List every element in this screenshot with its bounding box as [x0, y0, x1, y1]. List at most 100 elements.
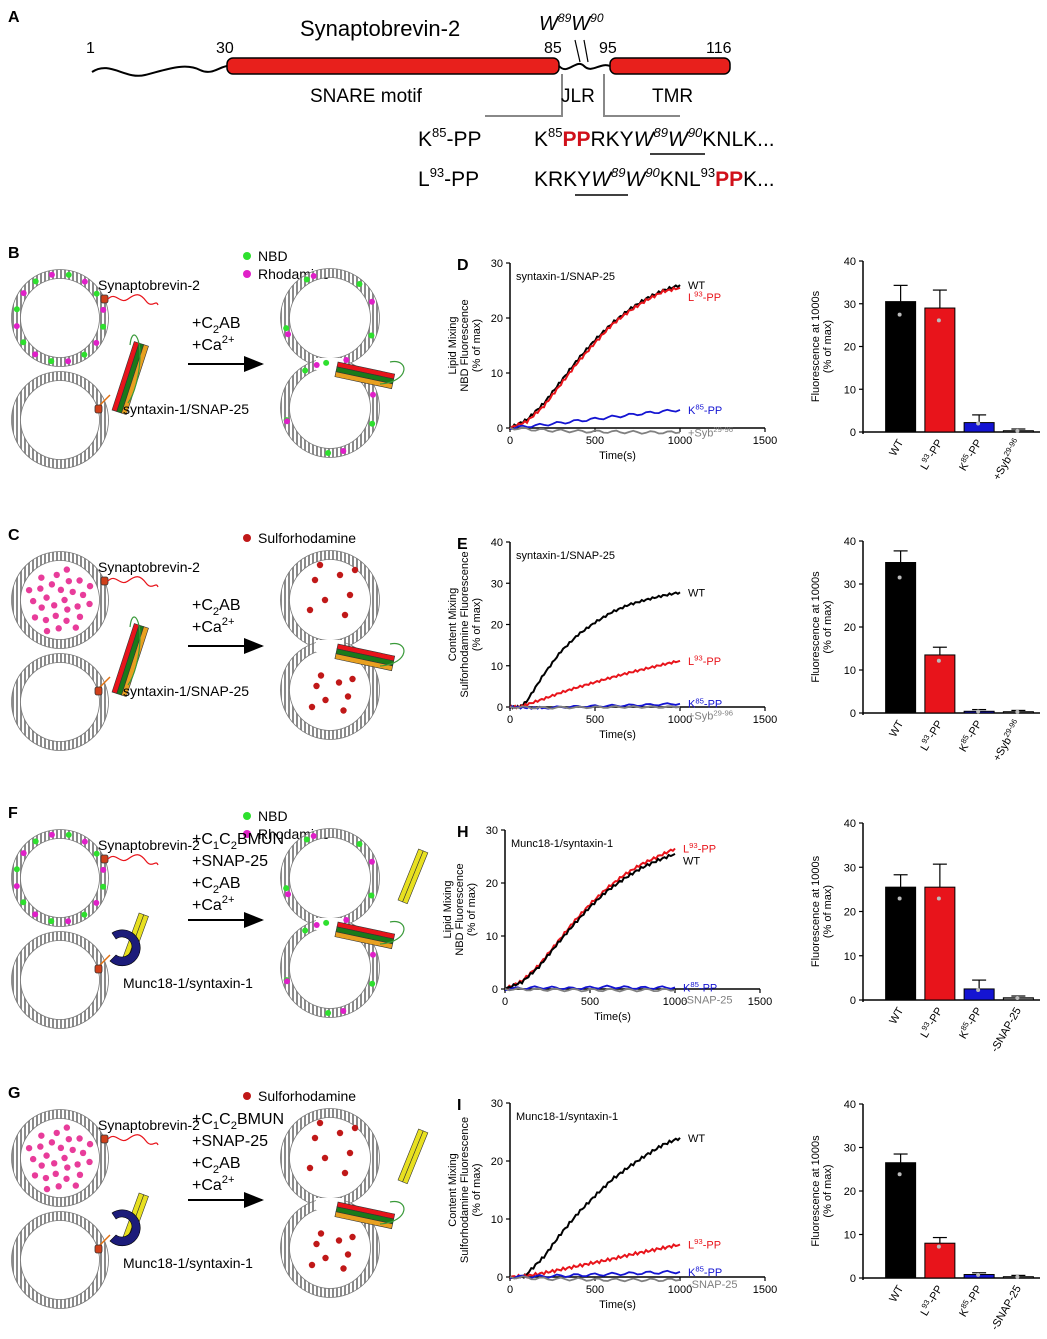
replicate-dot: [936, 1244, 941, 1249]
x-tick-label: 1000: [668, 1284, 692, 1296]
step-label: +SNAP-25: [192, 853, 268, 870]
sulforhodamine-dot: [308, 1261, 316, 1269]
sulforhodamine-dot: [346, 1149, 354, 1157]
step-label: +C1C2BMUN: [192, 831, 284, 852]
nbd-dot: [65, 271, 72, 278]
sulforhodamine-dot: [313, 682, 320, 690]
syntaxin-tmr: [94, 404, 103, 414]
series-label-ctrl: -SNAP-25: [683, 994, 733, 1006]
synaptobrevin-label: Synaptobrevin-2: [98, 277, 200, 293]
rhodamine-dot: [284, 418, 291, 425]
target-membrane-inner: [20, 380, 100, 460]
target-membrane-outer: [11, 653, 109, 751]
y-tick-label: 20: [491, 313, 503, 325]
x-tick-label: 500: [586, 435, 604, 447]
legend-dot-sulforhodamine: [243, 534, 251, 542]
rhodamine-dot: [340, 1007, 347, 1014]
fused-snare-bundle-helix: [334, 931, 394, 950]
x-tick-label: 1000: [668, 435, 692, 447]
rhodamine-dot: [13, 883, 20, 890]
legend-label-nbd: NBD: [258, 808, 288, 824]
series-line-l93: [509, 659, 681, 710]
category-label-l93: L93-PP: [916, 436, 945, 472]
rhodamine-dot: [285, 891, 292, 898]
rhodamine-dot: [81, 838, 88, 845]
y-tick-label: 10: [844, 951, 856, 963]
x-tick-label: 500: [581, 996, 599, 1008]
sulforhodamine-dot: [55, 625, 62, 632]
position-30: 30: [216, 40, 234, 57]
category-label-wt: WT: [887, 437, 906, 458]
rhodamine-dot: [368, 858, 375, 865]
series-line-k85: [509, 408, 681, 430]
fused-upper-membrane-inner: [289, 559, 371, 641]
target-membrane: [11, 371, 109, 469]
sulforhodamine-dot: [86, 582, 94, 590]
rhodamine-dot: [100, 306, 107, 313]
replicate-dot: [897, 312, 902, 317]
synaptobrevin-tmr: [100, 576, 109, 586]
syntaxin-tmr: [94, 1244, 103, 1254]
sulforhodamine-dot: [336, 571, 344, 579]
y-axis-label: Content MixingSulforhodamine Fluorescenc…: [447, 1117, 483, 1263]
vesicle-membrane: [11, 1109, 109, 1207]
series-line-l93: [509, 286, 681, 430]
replicate-dot: [897, 575, 902, 580]
replicate-dot: [936, 896, 941, 901]
replicate-dot: [1015, 428, 1020, 433]
w89-w90-label: W89W90: [539, 11, 604, 35]
synaptobrevin-tail: [107, 576, 159, 588]
nbd-dot: [302, 367, 309, 374]
step-label: +C2AB: [192, 1155, 240, 1176]
sulforhodamine-dot: [79, 1149, 87, 1157]
category-label-k85: K85-PP: [955, 1282, 985, 1319]
synaptobrevin-label: Synaptobrevin-2: [98, 1117, 200, 1133]
rhodamine-dot: [13, 323, 20, 330]
sulforhodamine-dot: [322, 1254, 329, 1262]
y-tick-label: 40: [491, 537, 503, 549]
sulforhodamine-dot: [29, 597, 37, 605]
panel-letter-f: F: [8, 805, 18, 822]
position-95: 95: [599, 40, 617, 57]
rhodamine-dot: [313, 362, 320, 369]
sulforhodamine-dot: [38, 1162, 45, 1169]
sulforhodamine-dot: [344, 693, 352, 700]
sulforhodamine-dot: [351, 566, 359, 574]
jlr-linker: [558, 63, 611, 71]
synaptobrevin-label: Synaptobrevin-2: [98, 837, 200, 853]
panel-letter-b: B: [8, 245, 20, 262]
series-label-k85: K85-PP: [683, 980, 717, 994]
target-label: syntaxin-1/SNAP-25: [123, 683, 249, 699]
sulforhodamine-dot: [48, 581, 56, 588]
series-line-ctrl: [509, 426, 681, 435]
x-tick-label: 1000: [663, 996, 687, 1008]
nbd-dot: [325, 1009, 332, 1016]
series-line-k85: [509, 1269, 681, 1280]
rhodamine-dot: [340, 447, 347, 454]
sulforhodamine-dot: [351, 1124, 359, 1132]
category-label-ctrl: +Syb29-96: [989, 436, 1024, 482]
target-label: syntaxin-1/SNAP-25: [123, 401, 249, 417]
legend-label-nbd: NBD: [258, 248, 288, 264]
replicate-dot: [976, 988, 981, 993]
series-label-l93: L93-PP: [688, 653, 721, 667]
panel-letter-i: I: [457, 1097, 461, 1114]
series-line-ctrl: [509, 705, 681, 710]
series-line-wt: [504, 853, 676, 991]
fused-snare-bundle-helix: [334, 371, 394, 390]
sulforhodamine-dot: [72, 624, 80, 631]
panel-letter-a: A: [8, 9, 20, 26]
nbd-dot: [283, 325, 290, 332]
category-label-k85: K85-PP: [955, 1004, 985, 1041]
nbd-dot: [368, 892, 375, 899]
chart-title: Munc18-1/syntaxin-1: [516, 1111, 618, 1123]
sulforhodamine-dot: [37, 1143, 44, 1150]
rhodamine-dot: [368, 298, 375, 305]
rhodamine-dot: [284, 978, 291, 985]
legend-dot-rhodamine: [243, 270, 251, 278]
series-label-k85: K85-PP: [688, 402, 722, 416]
bar-wt: [885, 886, 917, 1001]
legend-dot-sulforhodamine: [243, 1092, 251, 1100]
nbd-dot: [20, 339, 27, 346]
fused-snap25-loop: [379, 1201, 405, 1225]
